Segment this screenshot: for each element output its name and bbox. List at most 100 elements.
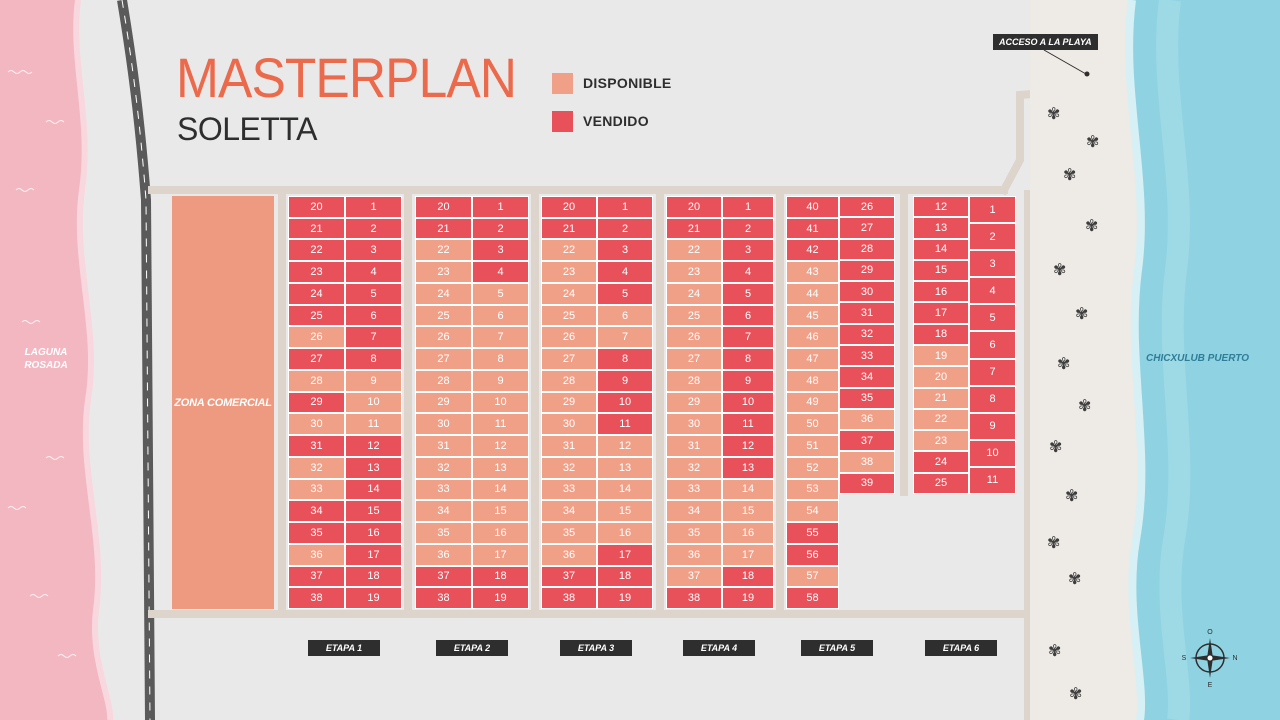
lot-etapa-2-33[interactable]: 33 [415,478,472,501]
etapa-2-label[interactable]: ETAPA 2 [436,640,508,656]
lot-etapa-4-27[interactable]: 27 [666,348,722,370]
lot-etapa-3-3[interactable]: 3 [597,239,653,262]
lot-etapa-4-15[interactable]: 15 [722,500,774,523]
lot-etapa-1-3[interactable]: 3 [345,239,402,262]
lot-etapa-5-27[interactable]: 27 [839,217,895,239]
lot-etapa-5-28[interactable]: 28 [839,238,895,260]
lot-etapa-2-34[interactable]: 34 [415,500,472,523]
lot-etapa-6-3[interactable]: 3 [969,250,1016,278]
lot-etapa-5-52[interactable]: 52 [786,456,839,479]
lot-etapa-2-11[interactable]: 11 [472,413,529,436]
lot-etapa-6-1[interactable]: 1 [969,196,1016,224]
lot-etapa-3-21[interactable]: 21 [541,217,597,240]
lot-etapa-4-32[interactable]: 32 [666,456,722,479]
lot-etapa-4-29[interactable]: 29 [666,391,722,414]
lot-etapa-5-40[interactable]: 40 [786,196,839,218]
lot-etapa-1-7[interactable]: 7 [345,326,402,349]
lot-etapa-5-49[interactable]: 49 [786,391,839,414]
lot-etapa-5-31[interactable]: 31 [839,302,895,324]
lot-etapa-3-4[interactable]: 4 [597,261,653,283]
lot-etapa-2-9[interactable]: 9 [472,369,529,392]
lot-etapa-1-8[interactable]: 8 [345,348,402,370]
lot-etapa-5-30[interactable]: 30 [839,281,895,303]
lot-etapa-6-22[interactable]: 22 [913,408,969,431]
legend-item-vendido[interactable]: VENDIDO [552,110,672,132]
lot-etapa-1-6[interactable]: 6 [345,304,402,327]
lot-etapa-4-34[interactable]: 34 [666,500,722,523]
lot-etapa-1-11[interactable]: 11 [345,413,402,436]
lot-etapa-4-24[interactable]: 24 [666,282,722,305]
lot-etapa-3-15[interactable]: 15 [597,500,653,523]
etapa-3-label[interactable]: ETAPA 3 [560,640,632,656]
lot-etapa-6-5[interactable]: 5 [969,304,1016,332]
lot-etapa-3-33[interactable]: 33 [541,478,597,501]
lot-etapa-5-47[interactable]: 47 [786,348,839,370]
lot-etapa-2-3[interactable]: 3 [472,239,529,262]
lot-etapa-6-19[interactable]: 19 [913,345,969,367]
lot-etapa-2-14[interactable]: 14 [472,478,529,501]
lot-etapa-4-21[interactable]: 21 [666,217,722,240]
lot-etapa-1-36[interactable]: 36 [288,543,345,566]
lot-etapa-5-41[interactable]: 41 [786,217,839,240]
lot-etapa-3-32[interactable]: 32 [541,456,597,479]
lot-etapa-3-18[interactable]: 18 [597,565,653,588]
lot-etapa-4-7[interactable]: 7 [722,326,774,349]
lot-etapa-4-4[interactable]: 4 [722,261,774,283]
lot-etapa-5-57[interactable]: 57 [786,565,839,588]
lot-etapa-3-10[interactable]: 10 [597,391,653,414]
lot-etapa-2-8[interactable]: 8 [472,348,529,370]
lot-etapa-3-6[interactable]: 6 [597,304,653,327]
lot-etapa-3-13[interactable]: 13 [597,456,653,479]
lot-etapa-4-16[interactable]: 16 [722,522,774,544]
lot-etapa-4-18[interactable]: 18 [722,565,774,588]
lot-etapa-3-9[interactable]: 9 [597,369,653,392]
lot-etapa-4-13[interactable]: 13 [722,456,774,479]
lot-etapa-2-37[interactable]: 37 [415,565,472,588]
lot-etapa-3-31[interactable]: 31 [541,435,597,457]
lot-etapa-1-22[interactable]: 22 [288,239,345,262]
lot-etapa-5-39[interactable]: 39 [839,472,895,494]
etapa-4-label[interactable]: ETAPA 4 [683,640,755,656]
lot-etapa-2-20[interactable]: 20 [415,196,472,218]
lot-etapa-3-20[interactable]: 20 [541,196,597,218]
lot-etapa-4-3[interactable]: 3 [722,239,774,262]
lot-etapa-6-6[interactable]: 6 [969,331,1016,359]
lot-etapa-5-56[interactable]: 56 [786,543,839,566]
lot-etapa-3-12[interactable]: 12 [597,435,653,457]
lot-etapa-2-17[interactable]: 17 [472,543,529,566]
lot-etapa-6-25[interactable]: 25 [913,472,969,494]
lot-etapa-2-36[interactable]: 36 [415,543,472,566]
lot-etapa-3-11[interactable]: 11 [597,413,653,436]
lot-etapa-1-14[interactable]: 14 [345,478,402,501]
lot-etapa-3-19[interactable]: 19 [597,587,653,609]
lot-etapa-1-23[interactable]: 23 [288,261,345,283]
lot-etapa-2-10[interactable]: 10 [472,391,529,414]
lot-etapa-2-12[interactable]: 12 [472,435,529,457]
lot-etapa-3-28[interactable]: 28 [541,369,597,392]
lot-etapa-4-28[interactable]: 28 [666,369,722,392]
lot-etapa-3-36[interactable]: 36 [541,543,597,566]
lot-etapa-4-5[interactable]: 5 [722,282,774,305]
lot-etapa-3-29[interactable]: 29 [541,391,597,414]
lot-etapa-4-35[interactable]: 35 [666,522,722,544]
lot-etapa-1-12[interactable]: 12 [345,435,402,457]
lot-etapa-2-27[interactable]: 27 [415,348,472,370]
lot-etapa-5-54[interactable]: 54 [786,500,839,523]
lot-etapa-3-8[interactable]: 8 [597,348,653,370]
lot-etapa-2-22[interactable]: 22 [415,239,472,262]
lot-etapa-4-33[interactable]: 33 [666,478,722,501]
lot-etapa-3-1[interactable]: 1 [597,196,653,218]
lot-etapa-3-26[interactable]: 26 [541,326,597,349]
lot-etapa-3-35[interactable]: 35 [541,522,597,544]
lot-etapa-2-29[interactable]: 29 [415,391,472,414]
lot-etapa-1-24[interactable]: 24 [288,282,345,305]
lot-etapa-3-24[interactable]: 24 [541,282,597,305]
lot-etapa-1-16[interactable]: 16 [345,522,402,544]
lot-etapa-5-53[interactable]: 53 [786,478,839,501]
lot-etapa-3-23[interactable]: 23 [541,261,597,283]
lot-etapa-2-15[interactable]: 15 [472,500,529,523]
lot-etapa-5-45[interactable]: 45 [786,304,839,327]
lot-etapa-4-11[interactable]: 11 [722,413,774,436]
lot-etapa-3-38[interactable]: 38 [541,587,597,609]
lot-etapa-1-20[interactable]: 20 [288,196,345,218]
